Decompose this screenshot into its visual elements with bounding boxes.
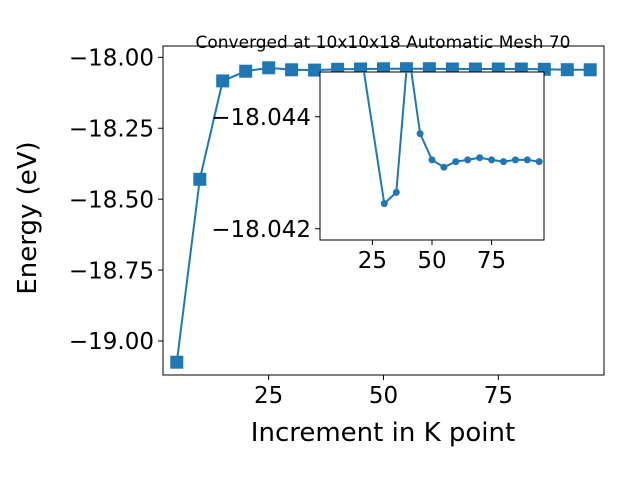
inset-y-tick-label: −18.044 xyxy=(211,105,311,131)
inset-x-tick-label: 75 xyxy=(477,248,506,274)
inset-x-tick-label: 25 xyxy=(358,248,387,274)
inset-data-point xyxy=(440,163,448,171)
inset-data-point xyxy=(488,156,496,164)
inset-x-tick-label: 50 xyxy=(417,248,446,274)
main-y-tick-label: −19.00 xyxy=(69,329,154,355)
main-y-tick-label: −18.00 xyxy=(69,46,154,72)
main-data-point xyxy=(170,355,184,369)
main-data-point xyxy=(262,61,276,75)
main-x-tick-label: 25 xyxy=(254,383,283,409)
inset-plot: 25 50 75 −18.044 −18.042 xyxy=(211,71,545,274)
main-data-point xyxy=(308,63,322,77)
inset-data-point xyxy=(535,158,543,166)
y-axis-label: Energy (eV) xyxy=(13,141,43,294)
inset-data-point xyxy=(380,200,388,208)
main-data-point xyxy=(193,172,207,186)
inset-data-point xyxy=(523,156,531,164)
inset-data-point xyxy=(476,154,484,162)
inset-data-point xyxy=(392,188,400,196)
main-data-point xyxy=(239,64,253,78)
inset-y-tick-label: −18.042 xyxy=(211,217,311,243)
inset-data-point xyxy=(464,156,472,164)
main-data-point xyxy=(560,63,574,77)
main-y-tick-label: −18.75 xyxy=(69,258,154,284)
inset-plot-frame xyxy=(319,71,545,241)
chart-title: Converged at 10x10x18 Automatic Mesh 70 xyxy=(196,33,571,53)
inset-data-point xyxy=(452,158,460,166)
main-y-tick-label: −18.50 xyxy=(69,187,154,213)
main-data-point xyxy=(583,63,597,77)
inset-data-point xyxy=(428,156,436,164)
inset-data-point xyxy=(500,158,507,166)
main-data-point xyxy=(216,74,230,88)
inset-data-point xyxy=(511,156,519,164)
main-x-tick-label: 75 xyxy=(484,383,513,409)
x-axis-label: Increment in K point xyxy=(251,418,515,448)
main-y-tick-label: −18.25 xyxy=(69,117,154,143)
inset-data-point xyxy=(416,130,424,138)
main-data-point xyxy=(285,63,299,77)
main-x-tick-label: 50 xyxy=(369,383,398,409)
